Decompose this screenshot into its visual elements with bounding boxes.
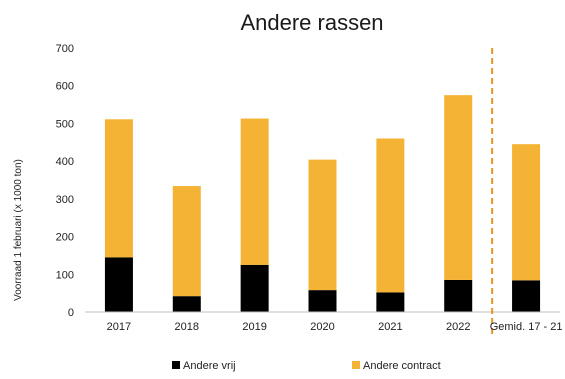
legend-swatch	[352, 361, 360, 369]
bar-contract	[444, 95, 473, 280]
bar-contract	[376, 138, 405, 293]
x-tick-label: 2021	[378, 321, 402, 333]
y-tick-label: 600	[56, 81, 74, 93]
y-tick-label: 500	[56, 118, 74, 130]
x-tick-label: 2018	[175, 321, 199, 333]
legend-label: Andere vrij	[183, 360, 236, 372]
bar-vrij	[308, 290, 337, 312]
bar-vrij	[240, 264, 269, 312]
x-axis-ticks: 2017 2018 2019 2020 2021 2022 Gemid. 17 - 21	[107, 321, 563, 333]
x-tick-label: 2020	[310, 321, 334, 333]
y-tick-label: 100	[56, 269, 74, 281]
y-tick-label: 200	[56, 232, 74, 244]
bars	[104, 95, 541, 312]
y-tick-label: 400	[56, 156, 74, 168]
x-tick-label: 2019	[242, 321, 266, 333]
bar-vrij	[512, 280, 541, 312]
bar-contract	[512, 144, 541, 281]
y-tick-label: 0	[68, 307, 74, 319]
bar-vrij	[444, 279, 473, 312]
bar-vrij	[376, 292, 405, 312]
legend-label: Andere contract	[363, 360, 441, 372]
x-tick-label: 2022	[446, 321, 470, 333]
y-axis-ticks: 0 100 200 300 400 500 600 700	[56, 43, 74, 319]
bar-vrij	[172, 296, 201, 312]
legend-swatch	[172, 361, 180, 369]
y-axis-label: Voorraad 1 februari (x 1000 ton)	[13, 159, 24, 301]
chart-title: Andere rassen	[240, 10, 383, 35]
bar-contract	[308, 159, 337, 291]
bar-vrij	[104, 257, 133, 312]
x-tick-label: Gemid. 17 - 21	[490, 321, 563, 333]
bar-contract	[104, 119, 133, 258]
bar-contract	[172, 186, 201, 297]
y-tick-label: 700	[56, 43, 74, 55]
bar-contract	[240, 118, 269, 265]
y-tick-label: 300	[56, 194, 74, 206]
legend: Andere vrij Andere contract	[172, 360, 441, 372]
x-tick-label: 2017	[107, 321, 131, 333]
